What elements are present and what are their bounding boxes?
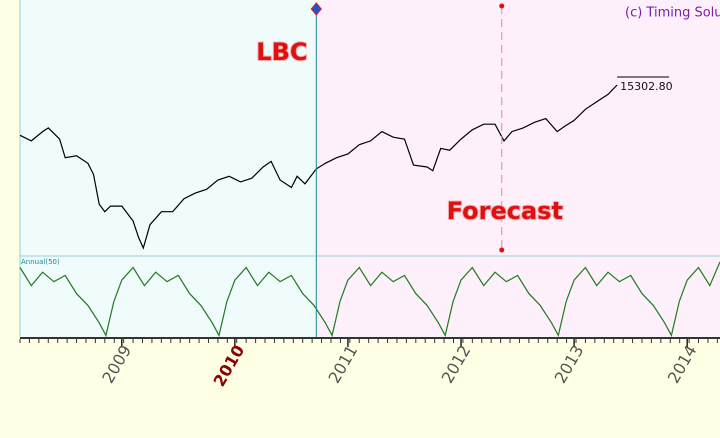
chart-title: (c) Timing Solu (625, 6, 720, 21)
value-label: 15302.80 (620, 80, 673, 93)
marker-label: Forecast (447, 197, 563, 225)
marker-dot (499, 3, 505, 9)
series-line (19, 84, 618, 250)
post-lbc-background (316, 0, 720, 337)
marker-label: LBC (256, 38, 307, 66)
panel-label: Annual(50) (21, 258, 60, 266)
marker-diamond (310, 2, 322, 16)
series-line (19, 261, 720, 338)
marker-dot (499, 247, 505, 253)
y-axis-strip (0, 0, 19, 337)
